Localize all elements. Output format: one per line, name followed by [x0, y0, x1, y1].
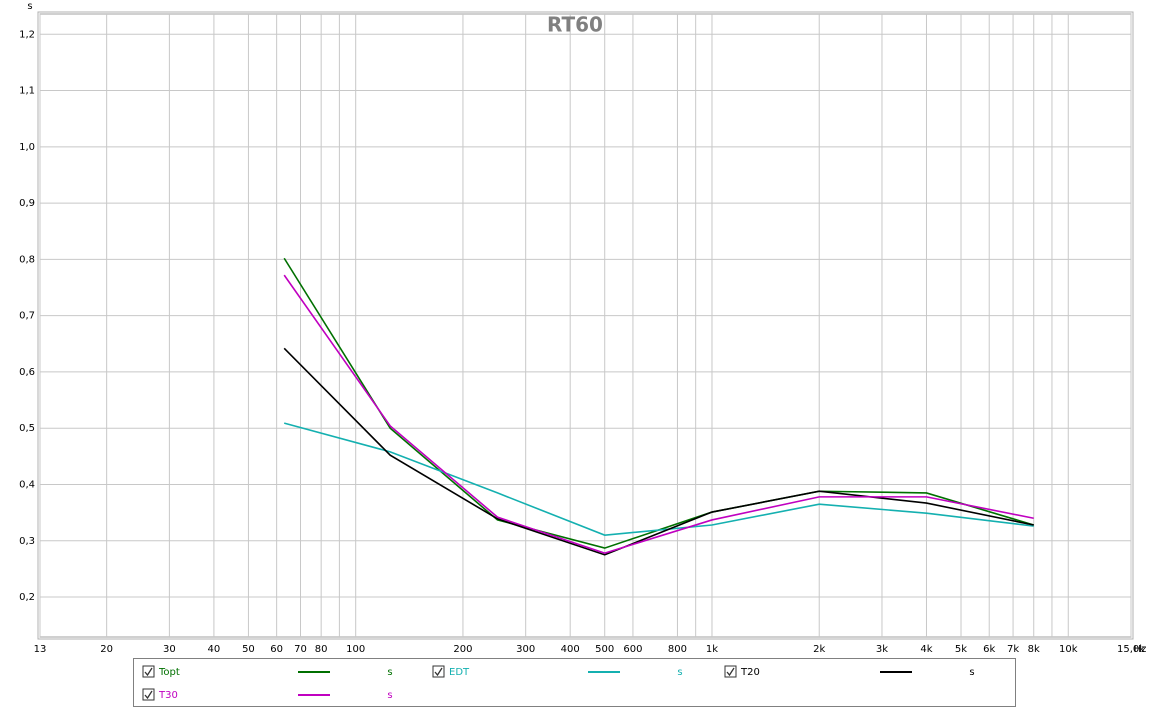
x-tick-label: 500: [595, 644, 614, 655]
legend-checkmark: [144, 690, 153, 700]
x-tick-label: 7k: [1007, 644, 1019, 655]
legend-checkbox[interactable]: [724, 665, 737, 678]
legend-name: T20: [740, 667, 760, 678]
x-tick-label: 8k: [1028, 644, 1040, 655]
x-tick-label: 6k: [983, 644, 995, 655]
y-tick-label: 0,7: [19, 311, 35, 322]
legend-box: [133, 658, 1016, 707]
x-tick-label: 80: [315, 644, 328, 655]
x-tick-label: 3k: [876, 644, 888, 655]
x-tick-label: 800: [668, 644, 687, 655]
legend-checkbox[interactable]: [142, 665, 155, 678]
x-tick-label: 20: [100, 644, 113, 655]
x-tick-label: 4k: [920, 644, 932, 655]
x-tick-label: 30: [163, 644, 176, 655]
y-tick-label: 0,8: [19, 254, 35, 265]
y-tick-label: 0,6: [19, 367, 35, 378]
legend-unit: s: [677, 667, 682, 678]
x-tick-label: 1k: [706, 644, 718, 655]
legend-unit: s: [969, 667, 974, 678]
y-tick-label: 0,4: [19, 479, 35, 490]
y-tick-label: 0,2: [19, 592, 35, 603]
legend-name: Topt: [158, 667, 180, 678]
y-tick-label: 1,1: [19, 86, 35, 97]
x-tick-label: 13: [34, 644, 47, 655]
legend-name: T30: [158, 690, 178, 701]
x-tick-label: 5k: [955, 644, 967, 655]
y-tick-label: 0,3: [19, 536, 35, 547]
x-tick-label: 400: [561, 644, 580, 655]
legend-name: EDT: [449, 667, 470, 678]
x-tick-label: 70: [294, 644, 307, 655]
series-line: [283, 347, 1034, 556]
legend-checkbox[interactable]: [142, 688, 155, 701]
y-unit: s: [27, 1, 32, 12]
x-unit: Hz: [1134, 644, 1147, 655]
legend-unit: s: [387, 667, 392, 678]
x-tick-label: 2k: [813, 644, 825, 655]
series-line: [283, 422, 1034, 536]
x-tick-label: 300: [516, 644, 535, 655]
x-tick-label: 100: [346, 644, 365, 655]
y-tick-label: 0,5: [19, 423, 35, 434]
legend-checkmark: [144, 667, 153, 677]
legend-unit: s: [387, 690, 392, 701]
legend-checkmark: [434, 667, 443, 677]
series-line: [283, 274, 1034, 554]
legend-checkmark: [726, 667, 735, 677]
x-tick-label: 600: [623, 644, 642, 655]
x-tick-label: 50: [242, 644, 255, 655]
x-tick-label: 60: [270, 644, 283, 655]
y-tick-label: 1,0: [19, 142, 35, 153]
x-tick-label: 10k: [1059, 644, 1078, 655]
chart-title: RT60: [547, 13, 603, 37]
x-tick-label: 200: [453, 644, 472, 655]
plot-outer-frame: [37, 11, 1134, 640]
x-tick-label: 15,0k: [1117, 644, 1145, 655]
y-tick-label: 0,9: [19, 198, 35, 209]
y-tick-label: 1,2: [19, 29, 35, 40]
x-tick-label: 40: [208, 644, 221, 655]
plot-area: [39, 13, 1132, 638]
legend-checkbox[interactable]: [432, 665, 445, 678]
